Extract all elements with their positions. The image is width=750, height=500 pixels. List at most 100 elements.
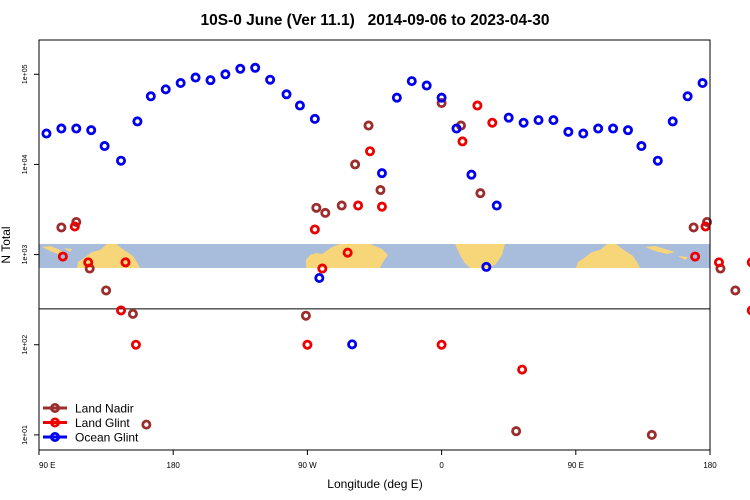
legend-label: Land Glint [75, 416, 130, 430]
land-glint-point [83, 257, 94, 268]
y-tick-label: 1e+05 [22, 64, 29, 84]
y-tick-label: 1e+03 [22, 245, 29, 265]
land-glint-point [700, 221, 711, 232]
x-axis-label: Longitude (deg E) [327, 477, 422, 491]
ocean-glint-point [56, 123, 67, 134]
ocean-glint-point [132, 116, 143, 127]
x-axis: 90 E 180 90 W 0 90 E 180 [38, 450, 717, 470]
land-nadir-point [311, 202, 322, 213]
y-axis: 1e+01 1e+02 1e+03 1e+04 1e+05 [22, 64, 39, 445]
land-glint-point [472, 100, 483, 111]
y-tick-label: 1e+02 [22, 335, 29, 355]
legend-item-land-nadir: Land Nadir [43, 402, 134, 416]
ocean-glint-point [86, 125, 97, 136]
x-tick-label: 180 [703, 461, 717, 470]
plot-frame [38, 39, 711, 451]
land-glint-point [436, 339, 447, 350]
ocean-glint-point [451, 123, 462, 134]
ocean-glint-point [116, 155, 127, 166]
land-glint-point [309, 224, 320, 235]
land-glint-point [120, 257, 131, 268]
ocean-glint-point [235, 63, 246, 74]
y-tick-label: 1e+04 [22, 155, 29, 175]
land-glint-point [69, 221, 80, 232]
land-nadir-point [350, 159, 361, 170]
world-map-strip [39, 244, 710, 268]
y-tick-label: 1e+01 [22, 425, 29, 445]
ocean-glint-point [309, 113, 320, 124]
data-points [41, 62, 750, 440]
legend-swatch-marker [50, 417, 61, 428]
ocean-glint-point [220, 69, 231, 80]
legend-label: Ocean Glint [75, 431, 139, 445]
ocean-glint-point [548, 115, 559, 126]
land-glint-point [746, 257, 750, 268]
land-glint-point [487, 117, 498, 128]
land-nadir-point [646, 429, 657, 440]
ocean-glint-point [314, 272, 325, 283]
land-nadir-point [436, 98, 447, 109]
ocean-glint-point [652, 155, 663, 166]
ocean-glint-point [533, 115, 544, 126]
land-glint-point [57, 251, 68, 262]
land-nadir-point [101, 285, 112, 296]
land-nadir-point [336, 200, 347, 211]
ocean-glint-point [175, 78, 186, 89]
map-land-islands-east [645, 246, 688, 260]
map-land-australia-repeat [576, 244, 640, 268]
chart-title: 10S-0 June (Ver 11.1) 2014-09-06 to 2023… [201, 12, 550, 29]
ocean-glint-point [466, 169, 477, 180]
ocean-glint-point [391, 92, 402, 103]
land-glint-point [713, 257, 724, 268]
series-ocean-glint [41, 62, 708, 350]
x-tick-label: 90 E [39, 461, 55, 470]
land-nadir-point [300, 310, 311, 321]
ocean-glint-point [160, 84, 171, 95]
y-axis-label: N Total [0, 226, 13, 263]
land-nadir-point [320, 207, 331, 218]
ocean-glint-point [205, 75, 216, 86]
land-glint-point [353, 200, 364, 211]
land-glint-point [365, 146, 376, 157]
legend-swatch-marker [50, 402, 61, 413]
ocean-glint-point [145, 91, 156, 102]
x-tick-label: 0 [439, 461, 444, 470]
land-glint-point [342, 247, 353, 258]
x-tick-label: 90 E [568, 461, 584, 470]
ocean-glint-point [436, 92, 447, 103]
ocean-glint-point [376, 168, 387, 179]
ocean-glint-point [406, 76, 417, 87]
ocean-glint-point [578, 128, 589, 139]
ocean-glint-point [71, 123, 82, 134]
land-glint-point [690, 251, 701, 262]
ocean-glint-point [503, 112, 514, 123]
land-glint-point [746, 305, 750, 316]
land-nadir-point [363, 120, 374, 131]
map-land-africa [455, 244, 505, 268]
ocean-glint-point [682, 91, 693, 102]
series-land-nadir [56, 98, 741, 440]
land-glint-point [517, 364, 528, 375]
x-tick-label: 180 [167, 461, 181, 470]
map-land-islands-west [42, 246, 72, 254]
ocean-glint-point [491, 200, 502, 211]
ocean-glint-point [190, 72, 201, 83]
land-glint-point [302, 339, 313, 350]
land-nadir-point [475, 188, 486, 199]
ocean-glint-point [608, 123, 619, 134]
land-nadir-point [730, 285, 741, 296]
legend-swatch-marker [50, 431, 61, 442]
ocean-glint-point [250, 62, 261, 73]
ocean-glint-point [347, 339, 358, 350]
ocean-glint-point [563, 126, 574, 137]
land-glint-point [317, 263, 328, 274]
legend-label: Land Nadir [75, 402, 134, 416]
ocean-glint-point [41, 128, 52, 139]
land-nadir-point [127, 308, 138, 319]
legend-item-land-glint: Land Glint [43, 416, 130, 430]
land-nadir-point [56, 222, 67, 233]
ocean-glint-point [518, 117, 529, 128]
ocean-glint-point [265, 74, 276, 85]
land-glint-point [376, 201, 387, 212]
